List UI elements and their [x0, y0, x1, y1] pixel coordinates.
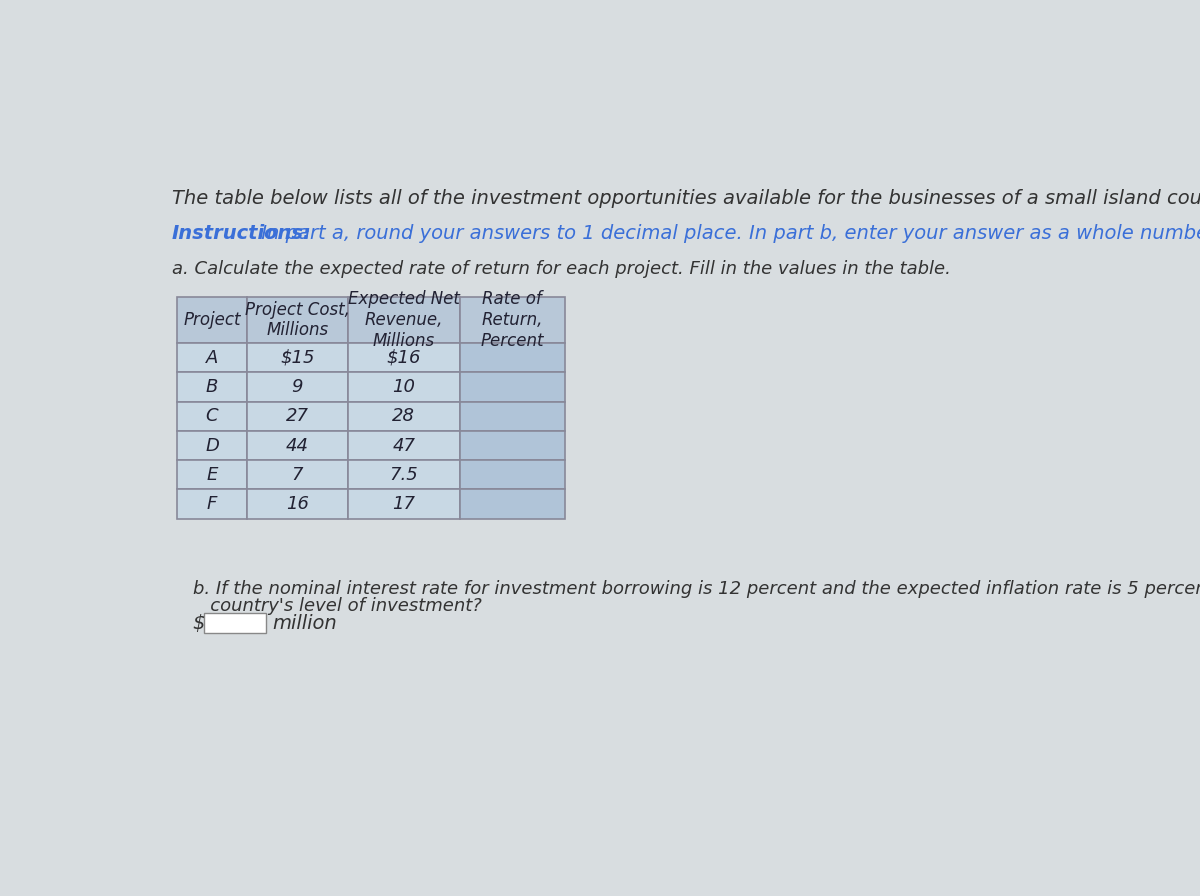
Bar — [460, 431, 565, 461]
Bar — [178, 373, 247, 401]
Bar — [178, 461, 247, 489]
Bar — [247, 343, 348, 373]
Bar — [178, 297, 247, 343]
Text: $16: $16 — [386, 349, 421, 366]
Text: $15: $15 — [280, 349, 314, 366]
Bar — [348, 401, 460, 431]
Text: 28: 28 — [392, 408, 415, 426]
Text: a. Calculate the expected rate of return for each project. Fill in the values in: a. Calculate the expected rate of return… — [172, 260, 950, 278]
Text: 47: 47 — [392, 436, 415, 454]
Bar — [348, 431, 460, 461]
Bar — [460, 401, 565, 431]
Bar — [348, 489, 460, 519]
Text: D: D — [205, 436, 218, 454]
Bar — [247, 489, 348, 519]
Text: E: E — [206, 466, 217, 484]
Text: b. If the nominal interest rate for investment borrowing is 12 percent and the e: b. If the nominal interest rate for inve… — [193, 581, 1200, 599]
Text: 9: 9 — [292, 378, 302, 396]
Bar — [247, 373, 348, 401]
Text: Instructions:: Instructions: — [172, 224, 312, 243]
Text: 44: 44 — [286, 436, 308, 454]
Text: 7.5: 7.5 — [390, 466, 418, 484]
Text: 27: 27 — [286, 408, 308, 426]
Bar — [460, 461, 565, 489]
Bar — [178, 489, 247, 519]
Text: 16: 16 — [286, 495, 308, 513]
Bar — [178, 431, 247, 461]
Bar — [204, 614, 266, 633]
Text: C: C — [205, 408, 218, 426]
Bar — [460, 297, 565, 343]
Bar — [178, 343, 247, 373]
Bar — [348, 461, 460, 489]
Bar — [247, 297, 348, 343]
Text: Expected Net
Revenue,
Millions: Expected Net Revenue, Millions — [348, 290, 460, 349]
Text: 17: 17 — [392, 495, 415, 513]
Bar — [348, 297, 460, 343]
Bar — [348, 343, 460, 373]
Bar — [247, 401, 348, 431]
Text: B: B — [206, 378, 218, 396]
Bar — [247, 461, 348, 489]
Text: 10: 10 — [392, 378, 415, 396]
Text: million: million — [272, 614, 337, 633]
Bar — [460, 343, 565, 373]
Text: 7: 7 — [292, 466, 302, 484]
Bar — [348, 373, 460, 401]
Text: $: $ — [193, 614, 205, 633]
Text: In part a, round your answers to 1 decimal place. In part b, enter your answer a: In part a, round your answers to 1 decim… — [256, 224, 1200, 243]
Text: country's level of investment?: country's level of investment? — [193, 598, 481, 616]
Bar — [178, 401, 247, 431]
Text: A: A — [206, 349, 218, 366]
Bar — [460, 489, 565, 519]
Bar — [247, 431, 348, 461]
Text: F: F — [206, 495, 217, 513]
Text: Project: Project — [184, 311, 241, 329]
Text: The table below lists all of the investment opportunities available for the busi: The table below lists all of the investm… — [172, 189, 1200, 208]
Text: Project Cost,
Millions: Project Cost, Millions — [245, 301, 349, 340]
Bar — [460, 373, 565, 401]
Text: Rate of
Return,
Percent: Rate of Return, Percent — [480, 290, 544, 349]
